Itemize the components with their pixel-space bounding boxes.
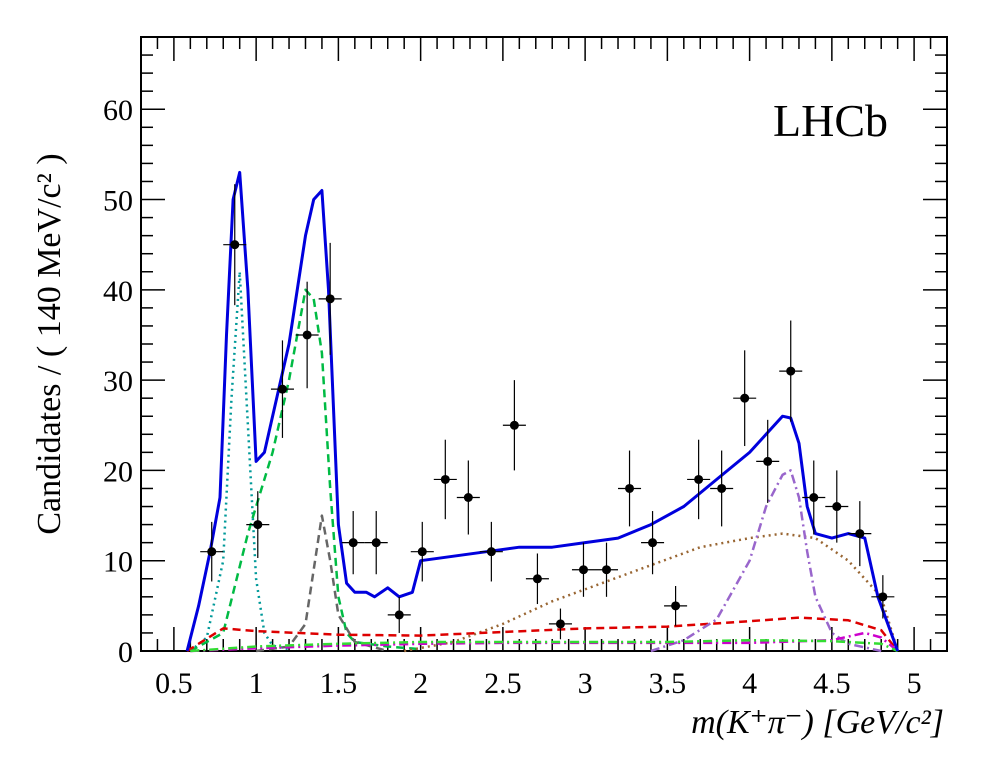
data-point [207, 547, 217, 557]
data-point [253, 520, 263, 530]
fit-curve-low-component [190, 631, 899, 653]
y-tick-label: 60 [103, 94, 133, 127]
data-point [371, 538, 381, 548]
fit-curve-k-892- [189, 270, 290, 652]
fit-curve-high-mass-resonance [650, 469, 882, 653]
data-point [440, 474, 450, 484]
y-tick-label: 30 [103, 365, 133, 398]
fit-curve-total-fit [185, 170, 900, 652]
y-tick-label: 20 [103, 455, 133, 488]
fit-curve-combinatorial [186, 616, 899, 653]
data-point [463, 493, 473, 502]
data-point [532, 574, 542, 584]
data-point [786, 366, 796, 376]
x-tick-label: 2 [413, 667, 428, 700]
x-tick-label: 3 [578, 667, 593, 700]
data-point [855, 529, 865, 539]
y-axis-title: Candidates / ( 140 MeV/c² ) [31, 153, 68, 534]
x-tick-label: 2.5 [484, 667, 522, 700]
data-points [200, 184, 895, 640]
data-point [509, 420, 519, 430]
data-point [302, 330, 312, 340]
data-point [578, 565, 588, 575]
x-tick-label: 4.5 [813, 667, 851, 700]
data-point [648, 538, 658, 548]
data-point [694, 474, 704, 484]
fit-curve-broad-component [403, 532, 899, 653]
data-point [809, 493, 819, 502]
y-tick-label: 10 [103, 546, 133, 579]
data-point [602, 565, 612, 575]
axis-ticks [140, 36, 948, 652]
data-point [625, 483, 635, 493]
data-point [832, 502, 842, 512]
data-point [555, 619, 565, 629]
fit-curves [185, 170, 900, 653]
x-tick-label: 1.5 [320, 667, 358, 700]
x-tick-label: 5 [907, 667, 922, 700]
x-tick-label: 1 [249, 667, 264, 700]
x-axis-title: m(K⁺π⁻) [GeV/c²] [691, 704, 944, 741]
data-point [763, 456, 773, 466]
data-point [277, 384, 287, 394]
lhcb-watermark: LHCb [773, 95, 888, 146]
data-point [671, 601, 681, 611]
y-tick-label: 0 [118, 636, 133, 669]
data-point [717, 483, 727, 493]
data-point [417, 547, 427, 557]
data-point [486, 547, 496, 557]
data-point [740, 393, 750, 403]
data-point [348, 538, 358, 548]
data-point [325, 294, 335, 304]
y-tick-label: 40 [103, 275, 133, 308]
data-point [230, 240, 240, 250]
data-point [878, 592, 888, 602]
x-tick-label: 4 [742, 667, 757, 700]
y-tick-label: 50 [103, 185, 133, 218]
data-point [394, 610, 404, 620]
x-tick-label: 3.5 [649, 667, 687, 700]
x-tick-label: 0.5 [155, 667, 193, 700]
fit-curve-flat-component [190, 638, 899, 653]
fit-curve-k2-1430- [255, 514, 389, 653]
